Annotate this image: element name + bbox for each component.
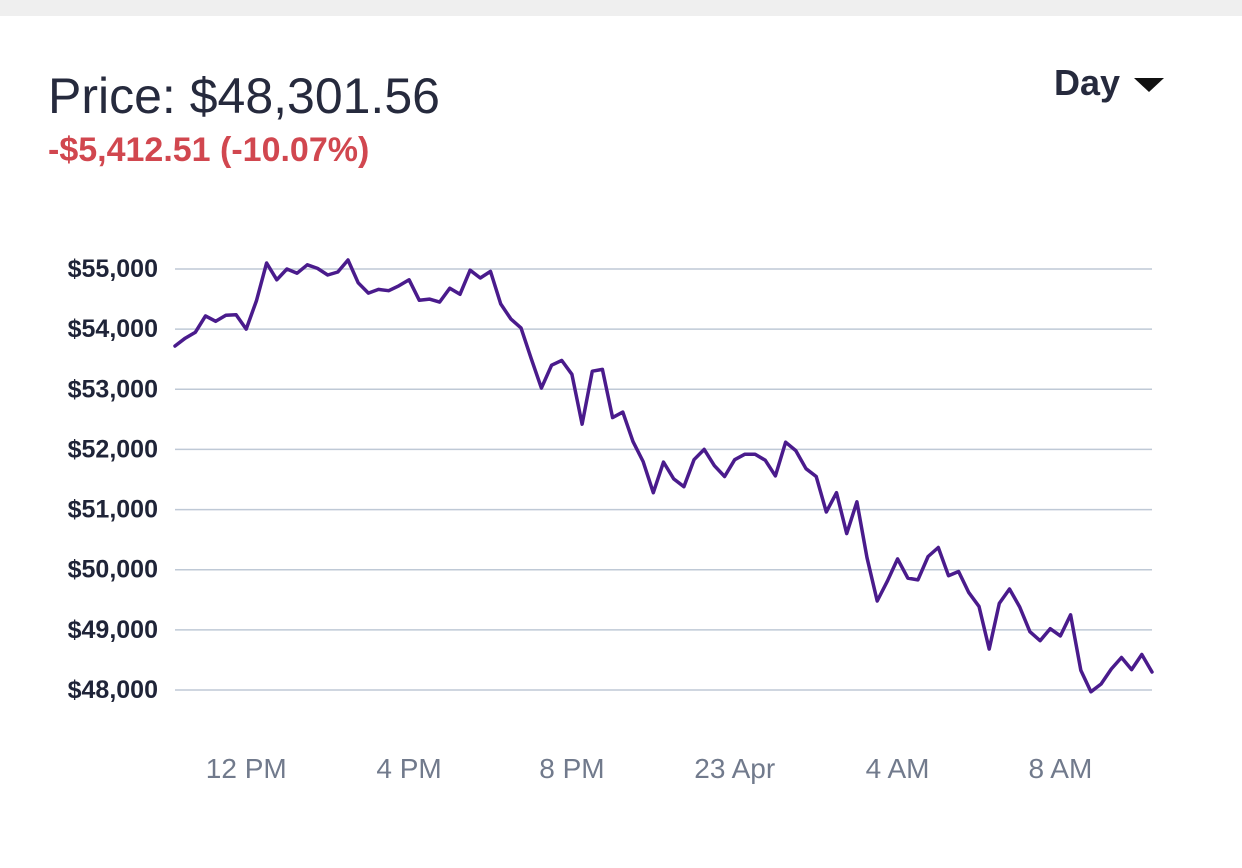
y-tick-label: $52,000 — [68, 435, 158, 463]
caret-down-icon — [1134, 78, 1164, 92]
price-change: -$5,412.51 (-10.07%) — [48, 131, 370, 169]
grid-layer — [175, 268, 1152, 691]
price-value: Price: $48,301.56 — [48, 68, 440, 124]
x-axis: 12 PM 4 PM 8 PM 23 Apr 4 AM 8 AM — [206, 753, 1093, 784]
y-tick-label: $49,000 — [68, 616, 158, 644]
x-tick-label: 23 Apr — [694, 753, 775, 784]
x-tick-label: 4 PM — [376, 753, 441, 784]
y-tick-label: $48,000 — [68, 676, 158, 704]
range-label: Day — [1053, 62, 1120, 103]
y-tick-label: $53,000 — [68, 375, 158, 403]
status-strip — [0, 0, 1242, 16]
x-tick-label: 8 AM — [1029, 753, 1093, 784]
y-tick-label: $54,000 — [68, 315, 158, 343]
x-tick-label: 8 PM — [539, 753, 604, 784]
y-tick-label: $51,000 — [68, 496, 158, 524]
series-layer — [173, 258, 1154, 694]
y-tick-label: $55,000 — [68, 255, 158, 283]
x-tick-label: 12 PM — [206, 753, 287, 784]
range-dropdown[interactable]: Day — [1054, 62, 1164, 104]
y-tick-label: $50,000 — [68, 556, 158, 584]
x-tick-label: 4 AM — [866, 753, 930, 784]
y-axis: $55,000 $54,000 $53,000 $52,000 $51,000 $50,0… — [68, 255, 158, 704]
price-series-line — [173, 258, 1154, 694]
